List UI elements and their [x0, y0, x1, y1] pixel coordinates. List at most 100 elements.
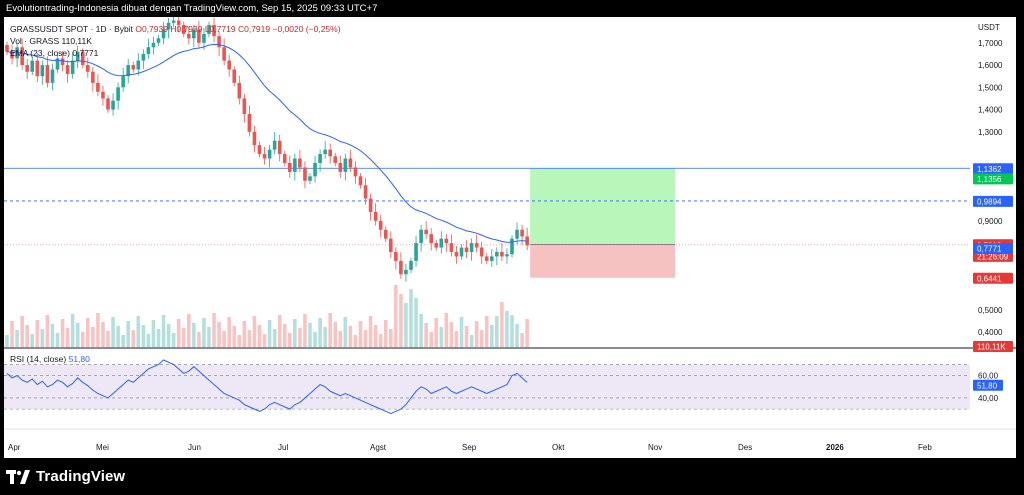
candle-body — [282, 154, 287, 163]
rsi-band — [4, 364, 970, 410]
volume-bar — [161, 315, 166, 347]
volume-bar — [338, 331, 343, 347]
volume-bar — [126, 321, 130, 347]
candle-body — [181, 25, 186, 34]
volume-bar — [151, 320, 156, 347]
candle-body — [45, 65, 50, 83]
candle-body — [116, 87, 120, 101]
volume-bar — [378, 334, 383, 347]
price-tick-label: 1,4000 — [978, 106, 1003, 115]
price-tick-label: 1,3000 — [978, 128, 1003, 137]
volume-bar — [35, 320, 40, 347]
volume-bar — [424, 323, 428, 347]
volume-bar — [298, 328, 302, 347]
candle-body — [404, 269, 408, 275]
volume-bar — [45, 315, 50, 347]
volume-bar — [70, 314, 75, 347]
legend-ema: EMA (23, close) 0,7771 — [10, 48, 98, 58]
chart-svg[interactable]: 1,70001,60001,50001,40001,30001,10000,90… — [4, 17, 1016, 458]
candle-body — [378, 220, 383, 230]
candle-body — [156, 38, 161, 43]
candle-body — [35, 60, 40, 77]
volume-bar — [272, 329, 277, 347]
tradingview-brand: TradingView — [36, 468, 126, 485]
candle-body — [318, 154, 322, 163]
volume-bar — [75, 323, 80, 347]
price-label-tag — [973, 173, 1013, 185]
volume-bar — [368, 316, 373, 347]
price-label-text: 0,9894 — [977, 197, 1002, 206]
candle-body — [353, 167, 358, 177]
legend-low: L0,7719 — [204, 24, 236, 34]
volume-bar — [469, 335, 474, 347]
candle-body — [192, 29, 196, 39]
volume-bar — [116, 326, 120, 347]
candle-body — [454, 251, 459, 257]
volume-bar — [414, 298, 418, 347]
volume-bar — [227, 317, 231, 347]
price-label-text: 0,7771 — [977, 245, 1002, 254]
volume-bar — [86, 318, 90, 347]
candle-body — [5, 45, 9, 52]
volume-bar — [187, 314, 191, 347]
price-label-tag — [973, 163, 1013, 175]
candle-body — [520, 229, 524, 237]
candle-body — [197, 29, 201, 43]
volume-bar — [429, 332, 433, 347]
volume-bar — [409, 289, 413, 347]
candle-body — [146, 47, 151, 54]
volume-bar — [353, 335, 358, 347]
candle-body — [308, 176, 312, 181]
legend-open: O0,7939 — [135, 24, 168, 34]
time-tick-label: Sep — [462, 443, 477, 452]
volume-bar — [207, 327, 211, 347]
volume-bar — [343, 317, 348, 347]
volume-bar — [454, 331, 459, 347]
long-position-target-zone[interactable] — [530, 168, 676, 245]
time-tick-label: Mei — [96, 443, 109, 452]
legend-rsi: RSI (14, close) 51,80 — [10, 354, 90, 364]
time-tick-label: Agst — [370, 443, 387, 452]
candle-body — [212, 25, 216, 37]
price-tick-label: 1,5000 — [978, 83, 1003, 92]
legend-rsi-value: 51,80 — [68, 354, 90, 364]
volume-bar — [101, 322, 105, 347]
price-label-tag — [973, 341, 1013, 352]
price-label-tag — [973, 272, 1013, 284]
volume-bar — [80, 332, 85, 347]
price-tick-label: 0,5000 — [978, 306, 1003, 315]
tradingview-logo[interactable]: TradingView — [6, 468, 125, 485]
legend-ema-text: EMA (23, close) 0,7771 — [10, 48, 99, 58]
time-tick-label: Feb — [918, 443, 932, 452]
long-position-stop-zone[interactable] — [530, 244, 676, 278]
candle-body — [343, 158, 348, 172]
time-tick-label: Jun — [188, 443, 201, 452]
volume-bar — [313, 332, 317, 347]
volume-bar — [439, 327, 444, 347]
price-label-text: 0,6441 — [977, 274, 1002, 283]
time-tick-label: Des — [738, 443, 752, 452]
candle-body — [86, 65, 90, 72]
candle-body — [166, 22, 171, 30]
candle-body — [383, 229, 388, 239]
volume-bar — [5, 335, 9, 347]
volume-bar — [293, 319, 297, 347]
time-tick-label: Apr — [8, 443, 21, 452]
candle-body — [10, 51, 14, 59]
candle-body — [399, 260, 403, 275]
volume-bar — [262, 334, 267, 347]
volume-bar — [25, 325, 29, 347]
price-label-text: 110,11K — [977, 343, 1006, 352]
volume-bar — [525, 319, 529, 347]
candle-body — [50, 69, 55, 83]
volume-bar — [242, 321, 247, 347]
legend-symbol: GRASSUSDT SPOT · 1D · Bybit — [10, 24, 133, 34]
volume-bar — [222, 331, 226, 347]
volume-bar — [96, 313, 100, 347]
volume-bar — [394, 285, 398, 347]
volume-bar — [383, 320, 388, 347]
volume-bar — [141, 325, 146, 347]
volume-bar — [257, 325, 262, 347]
candle-body — [368, 198, 373, 212]
volume-bar — [510, 315, 514, 347]
